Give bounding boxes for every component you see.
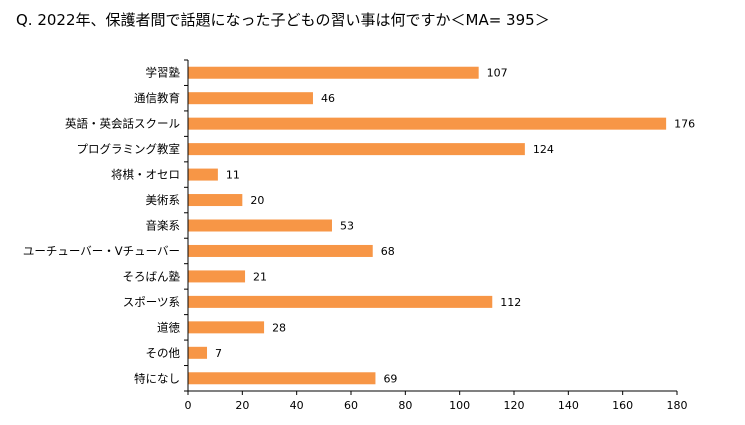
data-label: 124 xyxy=(533,143,554,156)
category-label: 特になし xyxy=(134,371,180,385)
bar xyxy=(188,168,218,181)
category-label: 音楽系 xyxy=(146,219,181,233)
bar xyxy=(188,92,313,105)
data-label: 69 xyxy=(383,372,397,385)
data-label: 112 xyxy=(500,296,521,309)
data-label: 28 xyxy=(272,321,286,334)
bar xyxy=(188,117,667,130)
data-label: 7 xyxy=(215,347,222,360)
category-label: ユーチューバー・Vチューバー xyxy=(23,244,180,258)
x-tick-label: 80 xyxy=(398,399,412,412)
data-label: 107 xyxy=(487,67,508,80)
category-label: 通信教育 xyxy=(134,91,180,105)
category-label: そろばん塾 xyxy=(123,269,181,283)
category-label: 道徳 xyxy=(157,320,180,334)
data-label: 21 xyxy=(253,270,267,283)
category-label: その他 xyxy=(146,346,181,360)
category-label: 英語・英会話スクール xyxy=(65,117,180,131)
data-label: 46 xyxy=(321,92,335,105)
data-label: 176 xyxy=(674,118,695,131)
data-label: 53 xyxy=(340,220,354,233)
category-label: 学習塾 xyxy=(146,66,181,80)
x-tick-label: 120 xyxy=(504,399,525,412)
category-label: 美術系 xyxy=(146,193,181,207)
category-label: 将棋・オセロ xyxy=(111,168,180,182)
data-label: 20 xyxy=(250,194,264,207)
x-tick-label: 20 xyxy=(235,399,249,412)
category-label: スポーツ系 xyxy=(123,295,180,309)
chart-title: Q. 2022年、保護者間で話題になった子どもの習い事は何ですか＜MA= 395… xyxy=(16,11,550,29)
x-tick-label: 100 xyxy=(449,399,470,412)
bar xyxy=(188,143,525,156)
x-tick-label: 40 xyxy=(290,399,304,412)
bar xyxy=(188,321,265,334)
x-tick-label: 0 xyxy=(185,399,192,412)
bar xyxy=(188,244,373,257)
bar xyxy=(188,194,243,207)
x-tick-label: 140 xyxy=(558,399,579,412)
bar xyxy=(188,372,376,385)
bar xyxy=(188,346,208,359)
bar xyxy=(188,219,332,232)
x-tick-label: 180 xyxy=(667,399,688,412)
data-label: 68 xyxy=(381,245,395,258)
x-tick-label: 60 xyxy=(344,399,358,412)
bar xyxy=(188,270,246,283)
x-tick-label: 160 xyxy=(612,399,633,412)
bar xyxy=(188,66,479,79)
category-label: プログラミング教室 xyxy=(77,142,181,156)
data-label: 11 xyxy=(226,169,240,182)
bar xyxy=(188,295,493,308)
